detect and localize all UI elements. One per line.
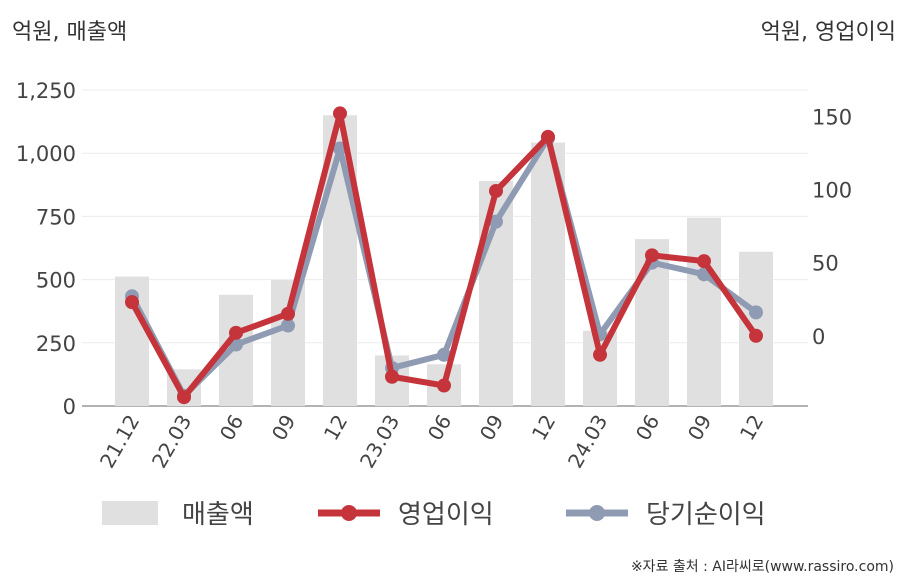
- x-axis-tick-label: 09: [683, 411, 717, 445]
- x-axis-tick-label: 06: [215, 411, 249, 445]
- x-axis-tick-label: 09: [267, 411, 301, 445]
- left-axis-tick-label: 0: [63, 395, 76, 419]
- x-axis-ticks: 21.12 22.03 06 09 12 23.03 06 09 12 24.03 06 09 12: [95, 411, 768, 473]
- right-axis-tick-label: 50: [812, 252, 839, 276]
- x-axis-tick-label: 21.12: [95, 411, 144, 473]
- right-axis-unit-label: 억원, 영업이익: [760, 20, 896, 45]
- data-point: [385, 369, 399, 384]
- x-axis-tick-label: 23.03: [355, 411, 404, 473]
- source-note: ※자료 출처 : AI라씨로(www.rassiro.com): [630, 559, 894, 575]
- left-axis-ticks: 0 250 500 750 1,000 1,250: [16, 79, 76, 419]
- data-point: [749, 328, 763, 343]
- left-axis-tick-label: 750: [36, 205, 76, 229]
- data-point: [697, 254, 711, 269]
- x-axis-tick-label: 22.03: [147, 411, 196, 473]
- x-axis-tick-label: 12: [735, 411, 769, 445]
- legend: 매출액 영업이익 당기순이익: [102, 500, 766, 530]
- left-axis-tick-label: 250: [36, 332, 76, 356]
- data-point: [749, 305, 763, 320]
- x-axis-tick-label: 24.03: [563, 411, 612, 473]
- legend-marker: [589, 505, 605, 521]
- bar-series: [115, 115, 773, 406]
- data-point: [281, 306, 295, 321]
- bar: [271, 280, 305, 406]
- data-point: [229, 325, 243, 340]
- line-series: [125, 106, 763, 405]
- data-point: [489, 214, 503, 229]
- legend-marker: [341, 505, 357, 521]
- x-axis-tick-label: 06: [423, 411, 457, 445]
- x-axis-tick-label: 12: [527, 411, 561, 445]
- data-point: [281, 318, 295, 333]
- legend-label: 당기순이익: [646, 500, 766, 530]
- right-axis-tick-label: 0: [812, 325, 825, 349]
- bar: [687, 217, 721, 406]
- data-point: [541, 129, 555, 144]
- x-axis-tick-label: 12: [319, 411, 353, 445]
- data-point: [489, 183, 503, 198]
- x-axis-tick-label: 09: [475, 411, 509, 445]
- data-point: [177, 390, 191, 405]
- data-point: [645, 248, 659, 263]
- left-axis-unit-label: 억원, 매출액: [12, 20, 128, 45]
- x-axis-tick-label: 06: [631, 411, 665, 445]
- left-axis-tick-label: 1,000: [16, 142, 76, 166]
- right-axis-ticks: 0 50 100 150: [812, 105, 852, 348]
- legend-label: 매출액: [182, 500, 254, 530]
- data-point: [125, 295, 139, 310]
- right-axis-tick-label: 100: [812, 178, 852, 202]
- data-point: [593, 347, 607, 362]
- left-axis-tick-label: 500: [36, 269, 76, 293]
- data-point: [437, 378, 451, 393]
- data-point: [333, 106, 347, 121]
- right-axis-tick-label: 150: [812, 105, 852, 129]
- legend-swatch: [102, 501, 158, 525]
- left-axis-tick-label: 1,250: [16, 79, 76, 103]
- legend-label: 영업이익: [398, 500, 494, 530]
- data-point: [437, 347, 451, 362]
